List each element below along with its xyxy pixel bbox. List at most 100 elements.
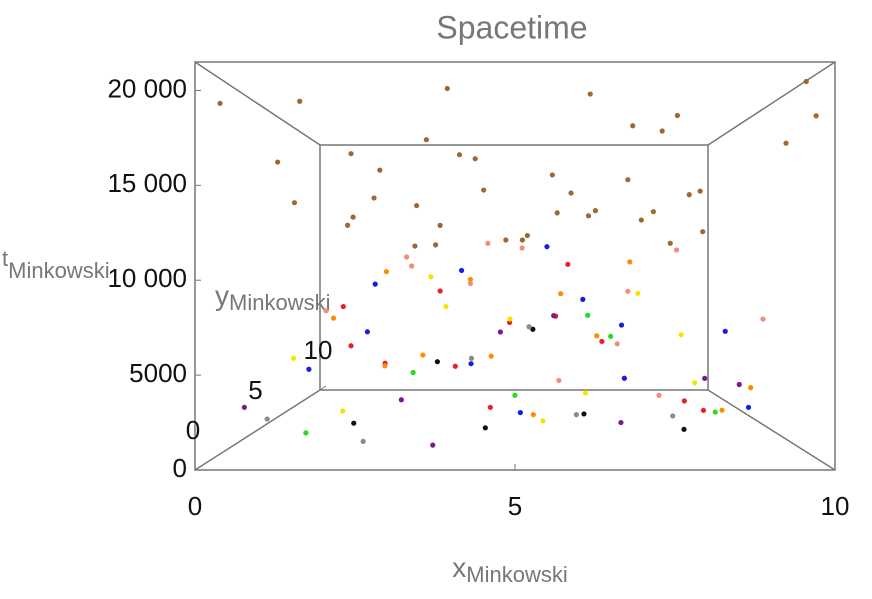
point: [372, 281, 378, 287]
y-tick-label: 0: [186, 415, 200, 445]
point: [345, 222, 351, 228]
point: [348, 343, 354, 349]
box-edge: [707, 61, 836, 146]
point: [667, 240, 673, 246]
point: [264, 416, 270, 422]
point: [364, 329, 370, 335]
point: [736, 381, 742, 388]
t-tick-label: 0: [173, 453, 187, 483]
point: [519, 245, 525, 251]
t-axis-label: tMinkowski: [2, 246, 110, 283]
point: [618, 322, 625, 328]
point: [409, 263, 415, 269]
point: [686, 192, 692, 198]
point: [472, 156, 478, 162]
point: [530, 412, 536, 418]
point: [348, 151, 354, 157]
point: [404, 254, 410, 260]
point: [540, 418, 546, 424]
point: [670, 413, 676, 419]
point: [432, 242, 439, 248]
point: [430, 442, 436, 448]
point: [434, 359, 440, 365]
point: [625, 177, 631, 183]
point: [700, 407, 707, 413]
point: [530, 326, 536, 332]
point: [556, 377, 562, 384]
point: [565, 261, 571, 267]
point: [443, 303, 449, 310]
chart-title: Spacetime: [436, 9, 587, 45]
point: [290, 355, 297, 361]
point: [700, 229, 706, 235]
point: [503, 237, 509, 243]
point: [377, 167, 383, 173]
point: [481, 187, 487, 193]
point: [558, 291, 564, 297]
point: [275, 159, 281, 165]
point: [485, 240, 491, 246]
point: [330, 315, 337, 321]
point: [420, 352, 426, 358]
point: [585, 213, 592, 219]
point: [323, 308, 329, 314]
box-edge: [194, 61, 321, 146]
point: [444, 85, 450, 92]
point: [630, 123, 636, 129]
point: [306, 366, 312, 372]
y-axis-label: yMinkowski: [215, 280, 330, 314]
point: [524, 232, 530, 239]
point: [573, 412, 579, 418]
point: [587, 91, 593, 97]
point: [712, 409, 718, 415]
point: [497, 329, 503, 335]
point: [621, 375, 627, 381]
t-tick-label: 20 000: [107, 73, 187, 103]
t-tick-label: 10 000: [107, 263, 187, 293]
y-tick-label: 5: [248, 375, 262, 405]
point: [581, 411, 587, 417]
x-tick-label: 10: [821, 491, 850, 521]
x-tick-label: 5: [508, 491, 522, 521]
x-axis-label: xMinkowski: [452, 552, 567, 586]
point: [428, 274, 434, 280]
point: [507, 316, 513, 322]
point: [719, 407, 725, 413]
point: [410, 369, 416, 376]
t-tick-label: 15 000: [107, 168, 187, 198]
point: [217, 100, 223, 106]
point: [692, 380, 698, 386]
point: [638, 217, 644, 223]
point: [803, 78, 809, 85]
point: [423, 137, 429, 143]
y-tick-label: 10: [304, 335, 333, 365]
point: [635, 290, 641, 296]
point: [554, 210, 560, 216]
point: [618, 419, 624, 426]
point: [625, 288, 631, 294]
point: [488, 353, 494, 359]
point: [568, 190, 574, 196]
point: [526, 324, 532, 330]
point: [412, 243, 418, 249]
y-tick: [257, 425, 264, 431]
point: [297, 98, 303, 104]
point: [437, 288, 443, 294]
point: [592, 208, 599, 214]
point: [468, 355, 475, 361]
point: [650, 209, 656, 215]
point: [551, 313, 557, 319]
point: [487, 404, 493, 410]
point: [594, 333, 600, 339]
point: [398, 397, 404, 403]
point: [467, 276, 473, 283]
point: [351, 420, 357, 426]
point: [783, 140, 789, 146]
point: [585, 312, 591, 318]
point: [452, 363, 458, 369]
point: [414, 202, 420, 209]
point: [674, 112, 681, 119]
back-face: [319, 144, 709, 391]
point: [340, 408, 346, 414]
point: [608, 333, 614, 339]
